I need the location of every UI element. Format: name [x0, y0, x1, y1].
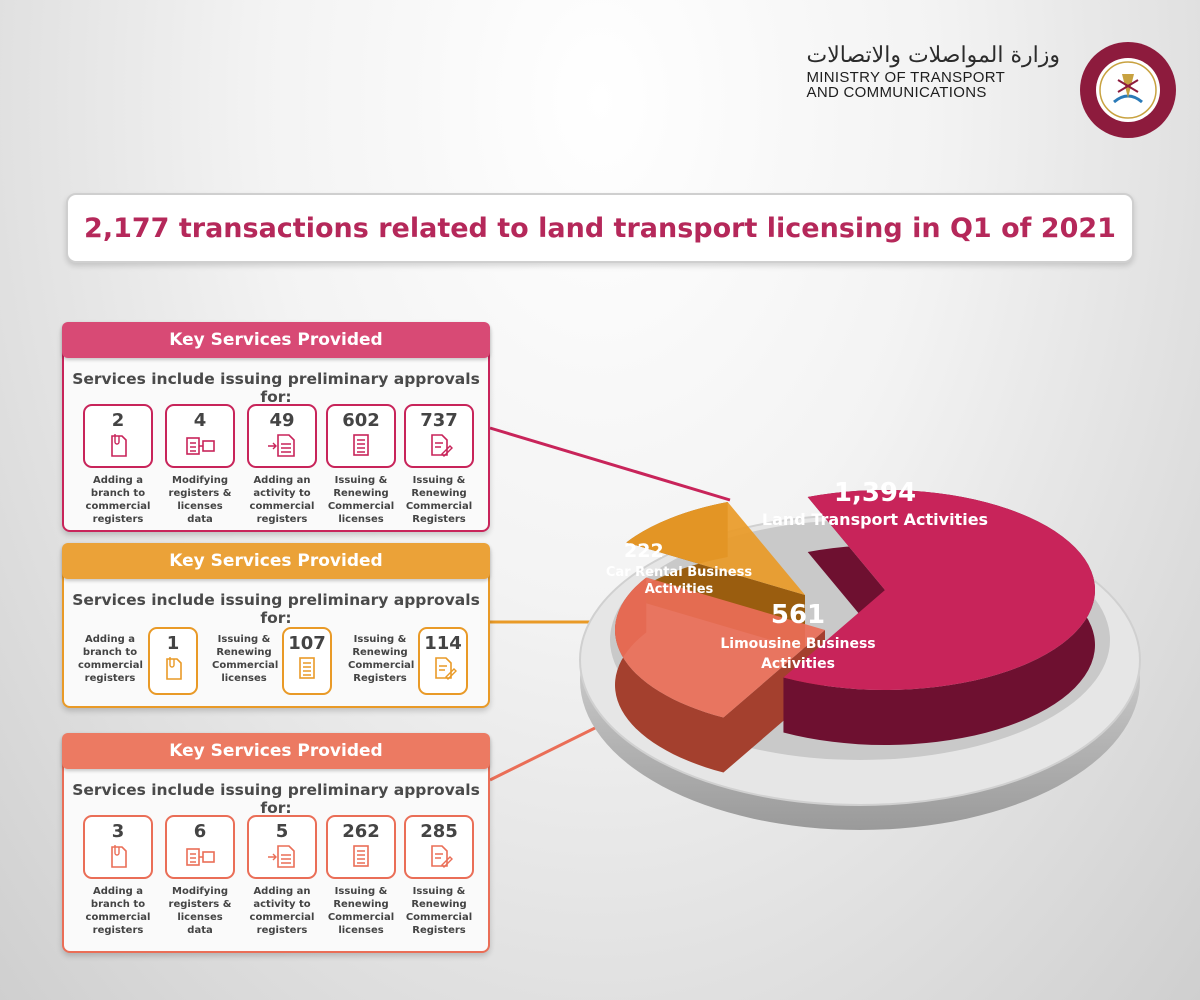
service-label: Issuing & Renewing Commercial licenses: [212, 634, 279, 684]
service-item: 6 Modifying registers & licenses data: [163, 815, 237, 937]
ministry-english-line1: MINISTRY OF TRANSPORT: [806, 69, 1006, 86]
limousine-name: Limousine Business Activities: [720, 636, 876, 672]
service-value: 737: [420, 410, 458, 431]
service-label: Issuing & Renewing Commercial Registers: [405, 475, 473, 525]
document-clip-icon: [166, 657, 182, 680]
pie-slice-limousine-side: [615, 577, 825, 773]
pie-slice-land-transport: [783, 490, 1095, 690]
land-transport-label: 1,394 Land Transport Activities: [760, 478, 990, 529]
panel-subtitle: Services include issuing preliminary app…: [72, 781, 480, 817]
service-item: Issuing & Renewing Commercial licenses 1…: [212, 627, 336, 703]
document-clip-icon: [111, 845, 127, 868]
car-rental-value: 222: [624, 540, 664, 562]
limousine-panel: Key Services Provided Services include i…: [62, 733, 490, 953]
service-label: Issuing & Renewing Commercial Registers: [405, 886, 473, 936]
pie-slice-car-rental: [626, 502, 805, 595]
panel-header: Key Services Provided: [62, 322, 490, 358]
service-value: 49: [269, 410, 295, 431]
car-rental-name: Car Rental Business Activities: [605, 565, 753, 597]
service-value: 262: [342, 821, 380, 842]
service-item: 5 Adding an activity to commercial regis…: [245, 815, 319, 937]
service-item: Adding a branch to commercial registers …: [78, 627, 202, 703]
service-label: Adding a branch to commercial registers: [85, 886, 151, 936]
page-title: 2,177 transactions related to land trans…: [84, 212, 1116, 244]
service-label: Modifying registers & licenses data: [168, 475, 232, 525]
pie-slice-limousine: [615, 577, 825, 718]
add-activity-icon: [268, 845, 295, 868]
service-label: Issuing & Renewing Commercial licenses: [327, 886, 395, 936]
service-item: 737 Issuing & Renewing Commercial Regist…: [402, 404, 476, 526]
register-pen-icon: [431, 845, 453, 868]
service-value: 4: [193, 410, 207, 431]
limousine-value: 561: [770, 600, 826, 630]
service-label: Adding a branch to commercial registers: [85, 475, 151, 525]
license-icon: [299, 657, 315, 679]
service-item: 3 Adding a branch to commercial register…: [81, 815, 155, 937]
service-value: 602: [342, 410, 380, 431]
service-item: Issuing & Renewing Commercial Registers …: [348, 627, 472, 703]
register-pen-icon: [431, 434, 453, 457]
service-value: 1: [166, 633, 180, 654]
limousine-label: 561 Limousine Business Activities: [718, 600, 878, 674]
license-icon: [353, 434, 369, 456]
service-label: Adding a branch to commercial registers: [78, 634, 143, 684]
license-icon: [353, 845, 369, 867]
service-item: 2 Adding a branch to commercial register…: [81, 404, 155, 526]
land-transport-panel: Key Services Provided Services include i…: [62, 322, 490, 532]
ministry-name: وزارة المواصلات والاتصالات MINISTRY OF T…: [807, 42, 1060, 100]
service-item: 285 Issuing & Renewing Commercial Regist…: [402, 815, 476, 937]
service-value: 285: [420, 821, 458, 842]
land-transport-value: 1,394: [833, 478, 917, 508]
service-value: 2: [111, 410, 125, 431]
service-label: Modifying registers & licenses data: [168, 886, 232, 936]
service-label: Adding an activity to commercial registe…: [249, 475, 315, 525]
service-label: Adding an activity to commercial registe…: [249, 886, 315, 936]
service-value: 3: [111, 821, 125, 842]
service-label: Issuing & Renewing Commercial Registers: [348, 634, 415, 684]
document-clip-icon: [111, 434, 127, 457]
service-item: 4 Modifying registers & licenses data: [163, 404, 237, 526]
service-value: 107: [288, 633, 326, 654]
service-value: 5: [275, 821, 289, 842]
service-value: 114: [424, 633, 462, 654]
land-transport-name: Land Transport Activities: [761, 510, 989, 529]
modify-register-icon: [186, 848, 215, 866]
title-box: 2,177 transactions related to land trans…: [66, 193, 1134, 263]
service-value: 6: [193, 821, 207, 842]
qatar-seal-logo: [1080, 42, 1176, 138]
service-item: 49 Adding an activity to commercial regi…: [245, 404, 319, 526]
car-rental-panel: Key Services Provided Services include i…: [62, 543, 490, 708]
panel-header: Key Services Provided: [62, 543, 490, 579]
ministry-english-line2: AND COMMUNICATIONS: [806, 84, 987, 101]
connector-land: [489, 426, 731, 502]
service-label: Issuing & Renewing Commercial licenses: [327, 475, 395, 525]
register-pen-icon: [435, 657, 457, 680]
ministry-arabic-name: وزارة المواصلات والاتصالات: [806, 43, 1060, 68]
modify-register-icon: [186, 437, 215, 455]
panel-subtitle: Services include issuing preliminary app…: [72, 370, 480, 406]
panel-subtitle: Services include issuing preliminary app…: [72, 591, 480, 627]
add-activity-icon: [268, 434, 295, 457]
service-item: 602 Issuing & Renewing Commercial licens…: [324, 404, 398, 526]
panel-header: Key Services Provided: [62, 733, 490, 769]
service-item: 262 Issuing & Renewing Commercial licens…: [324, 815, 398, 937]
car-rental-label: 222 Car Rental Business Activities: [604, 540, 754, 598]
